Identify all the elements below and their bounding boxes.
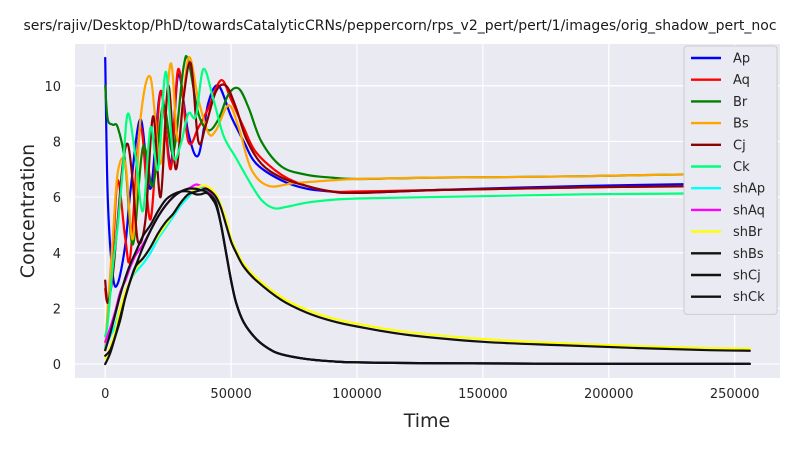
x-tick-label: 100000: [332, 387, 382, 402]
legend-label-ap: Ap: [733, 52, 750, 67]
x-tick-label: 200000: [584, 387, 634, 402]
legend-label-shcj: shCj: [733, 269, 761, 284]
y-tick-label: 6: [53, 191, 61, 206]
legend-label-shaq: shAq: [733, 203, 765, 218]
legend-label-br: Br: [733, 95, 748, 110]
y-tick-label: 0: [53, 358, 61, 373]
legend-label-shap: shAp: [733, 182, 765, 197]
legend-label-shck: shCk: [733, 290, 765, 305]
series-lines: [104, 54, 751, 366]
series-line-bs: [104, 56, 751, 352]
plot-area: [75, 44, 780, 378]
y-axis-ticks: 0 2 4 6 8 10: [44, 80, 61, 373]
legend-label-bs: Bs: [733, 117, 749, 132]
series-line-shck: [104, 187, 751, 366]
legend: Ap Aq Br Bs Cj Ck shAp shAq shBr shBs shCj shCk: [683, 45, 778, 315]
legend-label-shbr: shBr: [733, 225, 763, 240]
x-tick-label: 0: [101, 387, 109, 402]
x-tick-label: 150000: [458, 387, 508, 402]
y-tick-label: 4: [53, 247, 61, 262]
y-axis-label: Concentration: [17, 144, 39, 278]
series-line-ck: [104, 67, 751, 338]
legend-label-ck: Ck: [733, 160, 750, 175]
series-line-cj: [104, 61, 751, 304]
legend-label-cj: Cj: [733, 138, 746, 153]
x-axis-label: Time: [403, 410, 451, 432]
legend-label-shbs: shBs: [733, 247, 764, 262]
chart-title: sers/rajiv/Desktop/PhD/towardsCatalyticC…: [23, 18, 776, 34]
legend-box: [683, 45, 778, 315]
legend-label-aq: Aq: [733, 73, 750, 88]
y-tick-label: 2: [53, 302, 61, 317]
x-tick-label: 250000: [710, 387, 760, 402]
y-tick-label: 8: [53, 135, 61, 150]
x-axis-ticks: 0 50000 100000 150000 200000 250000: [101, 387, 759, 402]
x-tick-label: 50000: [210, 387, 251, 402]
y-tick-label: 10: [44, 80, 61, 95]
